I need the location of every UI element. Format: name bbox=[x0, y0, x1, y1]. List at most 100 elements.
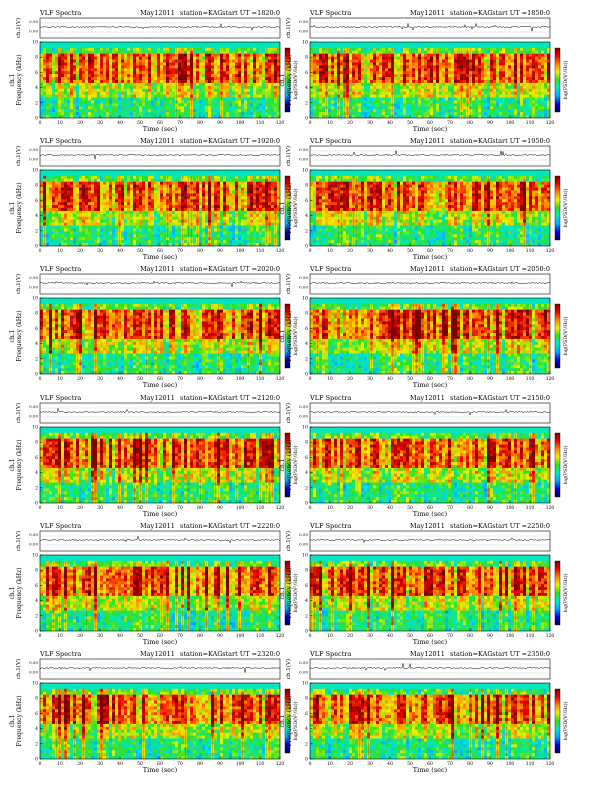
spectrogram-cell bbox=[193, 109, 197, 113]
spectrogram-cell bbox=[496, 82, 500, 87]
spectrogram-cell bbox=[274, 170, 278, 174]
x-tick-label: 100 bbox=[236, 120, 245, 126]
spectrogram-cell bbox=[205, 97, 209, 101]
spectrogram-cell bbox=[55, 42, 59, 46]
spectrogram-cell bbox=[523, 103, 527, 107]
spectrogram-cell bbox=[253, 115, 257, 118]
spectrogram-cell bbox=[265, 50, 269, 54]
spectrogram-cell bbox=[382, 65, 386, 69]
spectrogram-cell bbox=[523, 80, 527, 84]
spectrogram-cell bbox=[253, 88, 257, 92]
spectrogram-cell bbox=[133, 77, 137, 81]
spectrogram-cell bbox=[55, 82, 59, 87]
spectrogram-cell bbox=[166, 68, 170, 72]
spectrogram-cell bbox=[169, 178, 173, 182]
spectrogram-cell bbox=[52, 56, 56, 60]
spectrogram-cell bbox=[442, 56, 446, 60]
spectrogram-cell bbox=[418, 115, 422, 118]
spectrogram-cell bbox=[448, 94, 452, 98]
spectrogram-cell bbox=[157, 115, 161, 118]
spectrogram-cell bbox=[379, 94, 383, 98]
spectrogram-cell bbox=[241, 42, 245, 46]
spectrogram-cell bbox=[127, 74, 131, 78]
spectrogram-cell bbox=[241, 94, 245, 98]
spectrogram-cell bbox=[256, 100, 260, 104]
spectrogram-cell bbox=[442, 106, 446, 110]
spectrogram-cell bbox=[496, 80, 500, 84]
spectrogram-cell bbox=[421, 59, 425, 63]
spectrogram-cell bbox=[172, 88, 176, 92]
spectrogram-cell bbox=[328, 100, 332, 104]
spectrogram-cell bbox=[445, 71, 449, 75]
spectrogram-cell bbox=[91, 71, 95, 75]
spectrogram-cell bbox=[226, 178, 230, 182]
spectrogram-cell bbox=[265, 170, 269, 174]
spectrogram-cell bbox=[505, 56, 509, 60]
spectrogram-cell bbox=[382, 71, 386, 75]
spectrogram-cell bbox=[232, 97, 236, 101]
spectrogram-cell bbox=[235, 175, 239, 180]
spectrogram-cell bbox=[73, 71, 77, 75]
spectrogram-cell bbox=[232, 178, 236, 182]
spectrogram-cell bbox=[181, 50, 185, 54]
spectrogram-cell bbox=[532, 82, 536, 87]
spectrogram-cell bbox=[370, 115, 374, 118]
spectrogram-cell bbox=[439, 103, 443, 107]
spectrogram-cell bbox=[355, 115, 359, 118]
spectrogram-cell bbox=[169, 42, 173, 46]
spectrogram-cell bbox=[364, 53, 368, 57]
spectrogram-cell bbox=[424, 53, 428, 57]
spectrogram-cell bbox=[229, 187, 233, 191]
spectrogram-cell bbox=[112, 178, 116, 182]
spectrogram-cell bbox=[376, 62, 380, 66]
spectrogram-cell bbox=[403, 82, 407, 87]
spectrogram-cell bbox=[208, 68, 212, 72]
spectrogram-cell bbox=[457, 74, 461, 78]
spectrogram-cell bbox=[214, 172, 218, 177]
spectrogram-cell bbox=[55, 44, 59, 49]
spectrogram-cell bbox=[370, 74, 374, 78]
spectrogram-cell bbox=[442, 88, 446, 92]
spectrogram-cell bbox=[511, 74, 515, 78]
spectrogram-cell bbox=[79, 193, 83, 197]
spectrogram-cell bbox=[124, 190, 128, 194]
spectrogram-cell bbox=[202, 187, 206, 191]
spectrogram-cell bbox=[514, 56, 518, 60]
spectrogram-cell bbox=[184, 42, 188, 46]
spectrogram-cell bbox=[388, 82, 392, 87]
spectrogram-cell bbox=[265, 68, 269, 72]
spectrogram-cell bbox=[94, 56, 98, 60]
spectrogram-cell bbox=[199, 80, 203, 84]
spectrogram-cell bbox=[442, 42, 446, 46]
spectrogram-cell bbox=[172, 109, 176, 113]
spectrogram-cell bbox=[175, 44, 179, 49]
spectrogram-cell bbox=[379, 74, 383, 78]
spectrogram-cell bbox=[313, 100, 317, 104]
spectrogram-cell bbox=[349, 47, 353, 52]
spectrogram-cell bbox=[100, 44, 104, 49]
spectrogram-cell bbox=[208, 77, 212, 81]
spectrogram-cell bbox=[472, 100, 476, 104]
spectrogram-cell bbox=[76, 42, 80, 46]
spectrogram-cell bbox=[70, 68, 74, 72]
spectrogram-cell bbox=[361, 88, 365, 92]
spectrogram-cell bbox=[205, 88, 209, 92]
spectrogram-cell bbox=[139, 82, 143, 87]
spectrogram-cell bbox=[46, 91, 50, 95]
spectrogram-cell bbox=[328, 106, 332, 110]
spectrogram-cell bbox=[196, 172, 200, 177]
spectrogram-cell bbox=[268, 106, 272, 110]
spectrogram-cell bbox=[442, 77, 446, 81]
spectrogram-cell bbox=[148, 65, 152, 69]
spectrogram-cell bbox=[349, 103, 353, 107]
spectrogram-cell bbox=[145, 91, 149, 95]
spectrogram-cell bbox=[481, 80, 485, 84]
spectrogram-cell bbox=[49, 103, 53, 107]
spectrogram-cell bbox=[313, 74, 317, 78]
spectrogram-cell bbox=[76, 187, 80, 191]
spectrogram-cell bbox=[247, 50, 251, 54]
spectrogram-cell bbox=[493, 97, 497, 101]
spectrogram-cell bbox=[316, 59, 320, 63]
spectrogram-cell bbox=[532, 68, 536, 72]
spectrogram-cell bbox=[421, 62, 425, 66]
